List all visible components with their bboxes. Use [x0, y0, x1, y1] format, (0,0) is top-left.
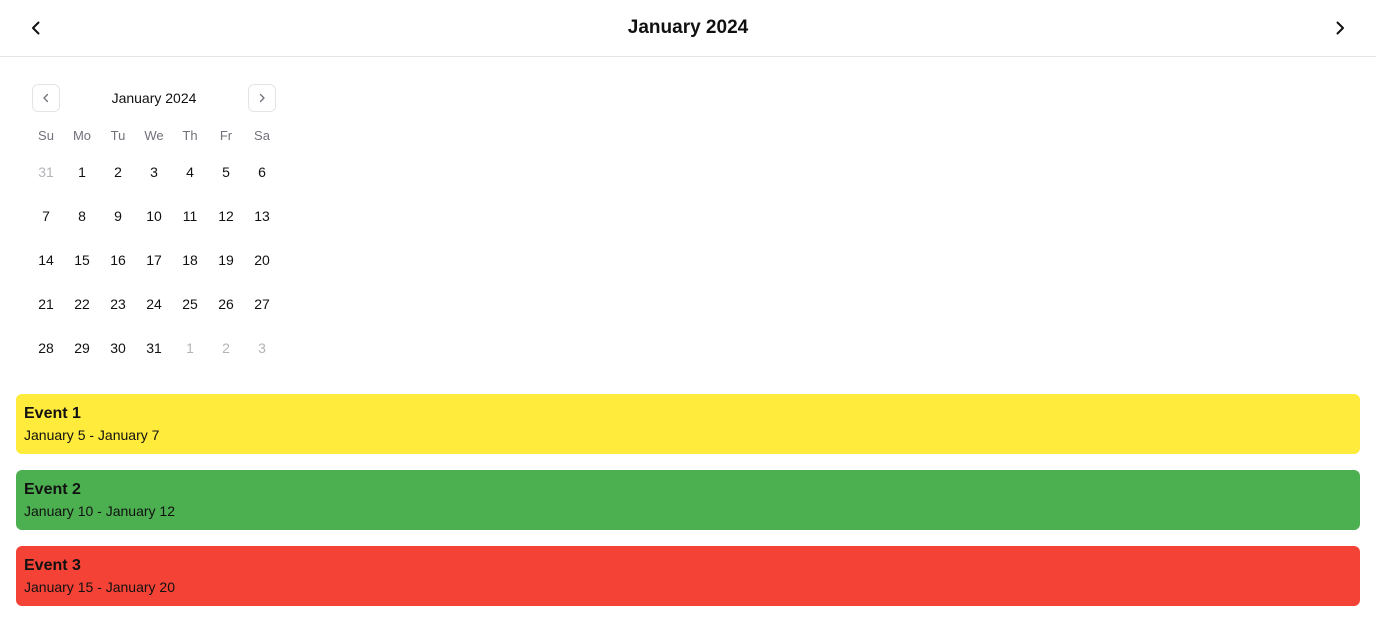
- day-cell[interactable]: 27: [254, 296, 270, 312]
- day-cell[interactable]: 28: [38, 340, 54, 356]
- day-cell[interactable]: 22: [74, 296, 90, 312]
- day-cell[interactable]: 26: [218, 296, 234, 312]
- week-row: 31 1 2 3 4 5 6: [28, 150, 280, 197]
- day-cell[interactable]: 7: [42, 208, 50, 224]
- day-cell[interactable]: 11: [182, 208, 198, 224]
- weekday-header: Su Mo Tu We Th Fr Sa: [28, 128, 280, 143]
- day-cell[interactable]: 18: [182, 252, 198, 268]
- event-card[interactable]: Event 1 January 5 - January 7: [16, 394, 1360, 454]
- weekday-label: Sa: [254, 128, 270, 143]
- day-cell[interactable]: 13: [254, 208, 270, 224]
- day-cell[interactable]: 15: [74, 252, 90, 268]
- event-card[interactable]: Event 2 January 10 - January 12: [16, 470, 1360, 530]
- day-cell[interactable]: 20: [254, 252, 270, 268]
- chevron-left-icon: [43, 93, 49, 103]
- mini-calendar-title: January 2024: [111, 90, 197, 106]
- event-date-range: January 15 - January 20: [24, 579, 175, 595]
- event-card[interactable]: Event 3 January 15 - January 20: [16, 546, 1360, 606]
- day-cell[interactable]: 4: [186, 164, 194, 180]
- day-cell[interactable]: 2: [222, 340, 230, 356]
- day-cell[interactable]: 23: [110, 296, 126, 312]
- day-cell[interactable]: 1: [78, 164, 86, 180]
- day-cell[interactable]: 31: [146, 340, 162, 356]
- prev-month-button[interactable]: [22, 14, 50, 42]
- day-cell[interactable]: 6: [258, 164, 266, 180]
- day-cell[interactable]: 10: [146, 208, 162, 224]
- event-title: Event 2: [24, 481, 81, 498]
- mini-prev-month-button[interactable]: [32, 84, 60, 112]
- event-list: Event 1 January 5 - January 7 Event 2 Janua…: [16, 394, 1360, 622]
- day-cell[interactable]: 2: [114, 164, 122, 180]
- day-cell[interactable]: 21: [38, 296, 54, 312]
- day-cell[interactable]: 8: [78, 208, 86, 224]
- event-title: Event 1: [24, 405, 81, 422]
- week-row: 21 22 23 24 25 26 27: [28, 282, 280, 326]
- weekday-label: Su: [38, 128, 54, 143]
- chevron-right-icon: [1336, 21, 1344, 35]
- weekday-label: Fr: [219, 128, 233, 143]
- day-grid: 31 1 2 3 4 5 6 7 8 9 10 11 12 13 14 15 16 17 18 19 20 21 22 23 2…: [28, 150, 280, 370]
- day-cell[interactable]: 30: [110, 340, 126, 356]
- day-cell[interactable]: 25: [182, 296, 198, 312]
- weekday-label: Tu: [110, 128, 126, 143]
- day-cell[interactable]: 24: [146, 296, 162, 312]
- day-cell[interactable]: 3: [150, 164, 158, 180]
- day-cell[interactable]: 16: [110, 252, 126, 268]
- event-title: Event 3: [24, 557, 81, 574]
- day-cell[interactable]: 12: [218, 208, 234, 224]
- day-cell[interactable]: 3: [258, 340, 266, 356]
- day-cell[interactable]: 31: [38, 164, 54, 180]
- mini-next-month-button[interactable]: [248, 84, 276, 112]
- week-row: 14 15 16 17 18 19 20: [28, 238, 280, 282]
- day-cell[interactable]: 29: [74, 340, 90, 356]
- chevron-left-icon: [32, 21, 40, 35]
- calendar-header: January 2024: [0, 0, 1376, 57]
- page-title: January 2024: [627, 17, 749, 38]
- day-cell[interactable]: 14: [38, 252, 54, 268]
- day-cell[interactable]: 19: [218, 252, 234, 268]
- weekday-label: Th: [182, 128, 198, 143]
- next-month-button[interactable]: [1326, 14, 1354, 42]
- day-cell[interactable]: 17: [146, 252, 162, 268]
- day-cell[interactable]: 9: [114, 208, 122, 224]
- event-date-range: January 5 - January 7: [24, 427, 160, 443]
- event-date-range: January 10 - January 12: [24, 503, 175, 519]
- chevron-right-icon: [259, 93, 265, 103]
- weekday-label: Mo: [72, 128, 92, 143]
- selected-day-cell[interactable]: 5: [202, 150, 248, 197]
- weekday-label: We: [144, 128, 164, 143]
- week-row: 7 8 9 10 11 12 13: [28, 194, 280, 238]
- week-row: 28 29 30 31 1 2 3: [28, 326, 280, 370]
- day-cell[interactable]: 1: [186, 340, 194, 356]
